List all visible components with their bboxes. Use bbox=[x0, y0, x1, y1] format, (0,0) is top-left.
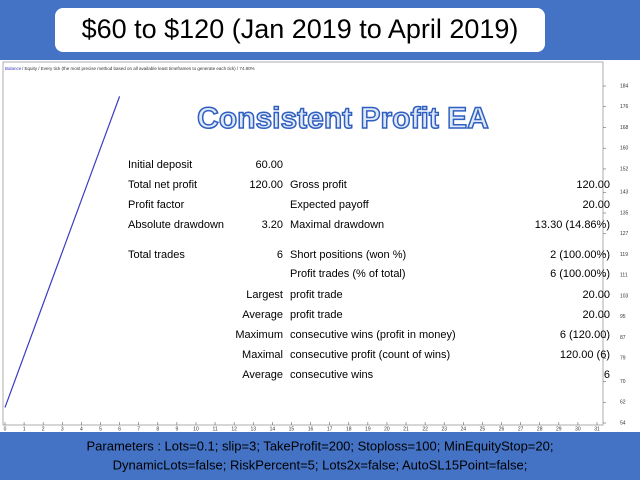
y-tick-label: 62 bbox=[620, 400, 626, 406]
stat-value: 3.20 bbox=[262, 219, 283, 231]
y-tick-label: 70 bbox=[620, 379, 626, 385]
x-tick-label: 4 bbox=[80, 426, 83, 432]
x-tick-label: 17 bbox=[327, 426, 333, 432]
x-tick-label: 12 bbox=[231, 426, 237, 432]
x-tick-label: 7 bbox=[137, 426, 140, 432]
stat-label: Absolute drawdown bbox=[128, 219, 224, 231]
x-tick-label: 29 bbox=[556, 426, 562, 432]
x-tick-label: 8 bbox=[156, 426, 159, 432]
stat-label: Profit factor bbox=[128, 199, 185, 211]
y-tick-label: 119 bbox=[620, 252, 628, 258]
stat-label: Total net profit bbox=[128, 179, 197, 191]
x-tick-label: 22 bbox=[422, 426, 428, 432]
stat-label: Average bbox=[242, 309, 283, 321]
x-tick-label: 1 bbox=[23, 426, 26, 432]
x-tick-label: 9 bbox=[175, 426, 178, 432]
stat-label: Average bbox=[242, 369, 283, 381]
x-tick-label: 25 bbox=[480, 426, 486, 432]
stat-value: 20.00 bbox=[582, 289, 610, 301]
balance-line bbox=[4, 96, 121, 408]
title-box bbox=[55, 8, 545, 52]
stat-label: Profit trades (% of total) bbox=[290, 268, 406, 280]
x-tick-label: 31 bbox=[594, 426, 600, 432]
stat-value: 6 (100.00%) bbox=[550, 268, 610, 280]
x-tick-label: 0 bbox=[4, 426, 7, 432]
stat-label: profit trade bbox=[290, 309, 343, 321]
y-tick-label: 176 bbox=[620, 104, 629, 110]
x-tick-label: 18 bbox=[346, 426, 352, 432]
stat-label: Initial deposit bbox=[128, 159, 192, 171]
x-tick-label: 5 bbox=[99, 426, 102, 432]
chart-subtitle: / Equity / Every tick (the most precise … bbox=[22, 66, 255, 71]
x-tick-label: 30 bbox=[575, 426, 581, 432]
plot-area bbox=[2, 61, 604, 426]
stat-label: consecutive wins (profit in money) bbox=[290, 329, 456, 341]
x-tick-label: 6 bbox=[118, 426, 121, 432]
footer-text: DynamicLots=false; RiskPercent=5; Lots2x… bbox=[113, 457, 528, 472]
stat-value: 20.00 bbox=[582, 199, 610, 211]
x-tick-label: 16 bbox=[308, 426, 314, 432]
stat-label: Short positions (won %) bbox=[290, 249, 406, 261]
stat-value: 13.30 (14.86%) bbox=[535, 219, 610, 231]
stat-label: Maximal drawdown bbox=[290, 219, 384, 231]
y-tick-label: 168 bbox=[620, 125, 629, 131]
x-tick-label: 19 bbox=[365, 426, 371, 432]
footer-band bbox=[0, 432, 640, 480]
x-tick-label: 2 bbox=[42, 426, 45, 432]
x-tick-label: 3 bbox=[61, 426, 64, 432]
stat-value: 120.00 bbox=[249, 179, 283, 191]
stat-label: Expected payoff bbox=[290, 199, 370, 211]
x-tick-label: 28 bbox=[537, 426, 543, 432]
x-tick-label: 23 bbox=[441, 426, 447, 432]
stat-value: 60.00 bbox=[255, 159, 283, 171]
stat-value: 120.00 bbox=[576, 179, 610, 191]
x-tick-label: 27 bbox=[518, 426, 524, 432]
stat-label: Largest bbox=[246, 289, 283, 301]
stat-value: 120.00 (6) bbox=[560, 349, 610, 361]
x-tick-label: 15 bbox=[289, 426, 295, 432]
stat-value: 6 (120.00) bbox=[560, 329, 610, 341]
x-tick-label: 13 bbox=[250, 426, 256, 432]
stat-label: consecutive wins bbox=[290, 369, 374, 381]
stat-label: Maximal bbox=[242, 349, 283, 361]
stat-label: profit trade bbox=[290, 289, 343, 301]
legend-entry: Balance bbox=[5, 66, 22, 71]
x-tick-label: 10 bbox=[193, 426, 199, 432]
x-tick-label: 11 bbox=[212, 426, 217, 432]
stat-value: 6 bbox=[277, 249, 283, 261]
y-tick-label: 127 bbox=[620, 231, 629, 237]
y-tick-label: 79 bbox=[620, 356, 626, 362]
slide-title: $60 to $120 (Jan 2019 to April 2019) bbox=[82, 14, 519, 44]
y-tick-label: 184 bbox=[620, 83, 629, 89]
stat-label: Gross profit bbox=[290, 179, 347, 191]
y-tick-label: 87 bbox=[620, 335, 626, 341]
y-tick-label: 111 bbox=[620, 273, 628, 279]
y-tick-label: 95 bbox=[620, 314, 626, 320]
stat-label: consecutive profit (count of wins) bbox=[290, 349, 450, 361]
stat-value: 2 (100.00%) bbox=[550, 249, 610, 261]
stat-label: Total trades bbox=[128, 249, 185, 261]
x-tick-label: 21 bbox=[403, 426, 409, 432]
x-tick-label: 20 bbox=[384, 426, 390, 432]
stat-value: 20.00 bbox=[582, 309, 610, 321]
footer-text: Parameters : Lots=0.1; slip=3; TakeProfi… bbox=[87, 438, 554, 453]
x-tick-label: 26 bbox=[499, 426, 505, 432]
x-tick-label: 24 bbox=[461, 426, 467, 432]
y-tick-label: 103 bbox=[620, 293, 629, 299]
y-tick-label: 160 bbox=[620, 146, 629, 152]
y-tick-label: 135 bbox=[620, 210, 629, 216]
stat-value: 6 bbox=[604, 369, 610, 381]
x-tick-label: 14 bbox=[270, 426, 276, 432]
chart-title: Consistent Profit EA bbox=[197, 102, 489, 135]
y-tick-label: 152 bbox=[620, 166, 629, 172]
stat-label: Maximum bbox=[235, 329, 283, 341]
y-tick-label: 54 bbox=[620, 420, 626, 426]
y-tick-label: 143 bbox=[620, 190, 629, 196]
